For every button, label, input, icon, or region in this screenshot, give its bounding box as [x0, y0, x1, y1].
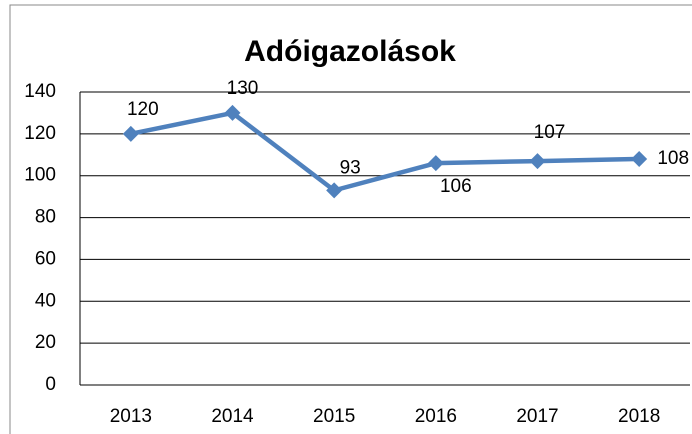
x-tick-label: 2016: [415, 406, 457, 427]
marker: [427, 155, 444, 172]
chart-border: [9, 4, 692, 434]
x-tick-label: 2013: [110, 406, 152, 427]
data-label: 93: [340, 157, 361, 178]
y-tick-label: 80: [35, 207, 56, 228]
marker: [224, 104, 241, 121]
marker: [326, 182, 343, 199]
marker: [529, 153, 546, 170]
x-tick-label: 2014: [211, 406, 254, 427]
x-tick-label: 2018: [618, 406, 660, 427]
x-tick-label: 2017: [516, 406, 558, 427]
chart-title: Adóigazolások: [244, 35, 456, 68]
x-tick-label: 2015: [313, 406, 355, 427]
data-label: 108: [657, 148, 689, 169]
marker: [122, 125, 139, 142]
y-tick-label: 120: [24, 123, 56, 144]
y-tick-label: 20: [35, 332, 56, 353]
y-tick-label: 60: [35, 248, 56, 269]
y-tick-label: 40: [35, 290, 56, 311]
line: [130, 110, 640, 193]
y-tick-label: 100: [24, 165, 56, 186]
marker: [631, 150, 648, 167]
y-tick-label: 140: [24, 81, 56, 102]
data-label: 106: [440, 176, 472, 197]
data-label: 130: [227, 78, 259, 99]
y-tick-label: 0: [45, 374, 56, 395]
data-label: 107: [534, 122, 566, 143]
data-label: 120: [127, 99, 159, 120]
